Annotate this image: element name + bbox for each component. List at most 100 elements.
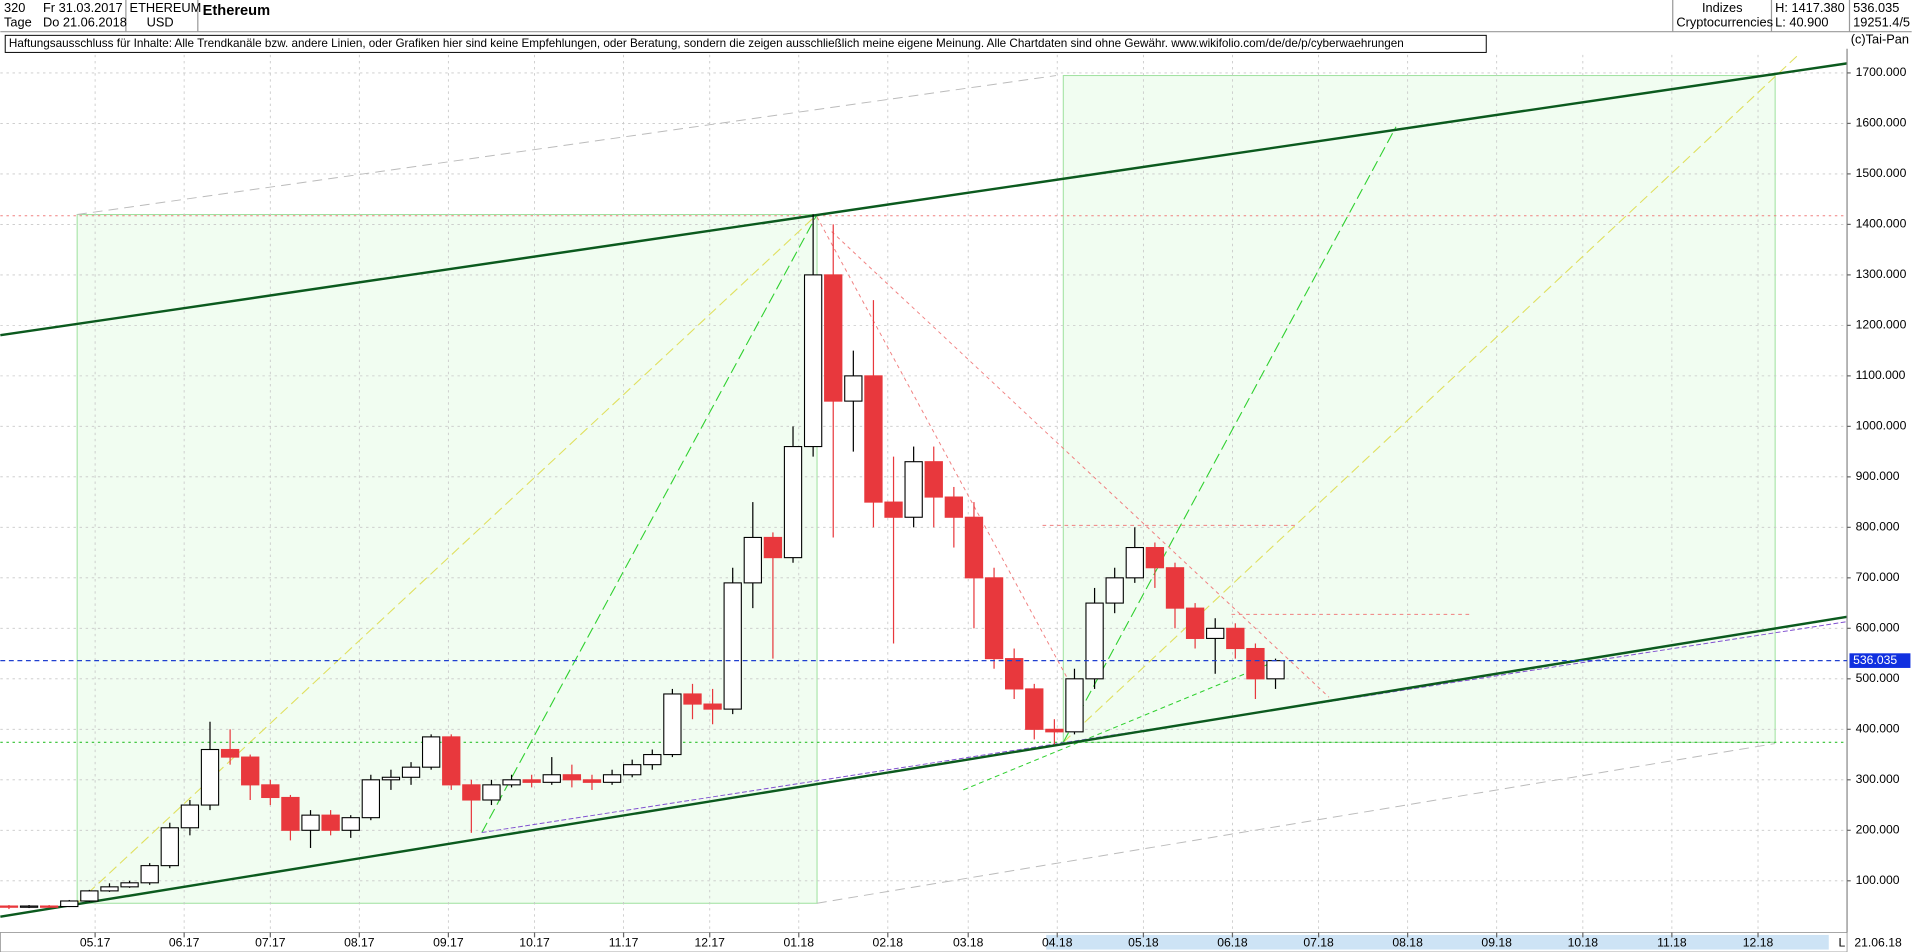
candle-body [582,779,602,783]
candle-body [160,827,179,867]
copyright: (c)Tai-Pan [1851,32,1909,47]
candle-body [341,817,360,831]
end-date: Do 21.06.2018 [43,15,127,30]
x-tick-label: 07.18 [1303,936,1334,950]
trend-line [77,75,1057,216]
axis-mode[interactable]: L [1839,936,1846,950]
candle-body [904,461,923,518]
candle-body [1045,728,1064,733]
candle-body [984,577,1004,660]
start-date: Fr 31.03.2017 [43,0,123,15]
y-tick-label: 1300.000 [1856,267,1907,281]
trend-line [816,743,1776,904]
candle-body [924,461,943,498]
candle-body [301,814,320,831]
candle-body [442,736,461,786]
candle-body [944,496,964,518]
high: H: 1417.380 [1775,0,1845,15]
code: 19251.4/5 [1853,15,1910,30]
candle-body [683,693,702,705]
x-tick-label: 02.18 [873,936,904,950]
candle-body [140,865,159,884]
y-tick-label: 1200.000 [1856,318,1907,332]
candle-body [643,754,662,766]
x-tick-label: 12.18 [1743,936,1774,950]
trend-lines [0,54,1848,918]
candle-body [884,501,903,518]
candle-body [803,274,823,448]
y-tick-label: 100.000 [1856,873,1900,887]
y-tick-label: 1000.000 [1856,419,1907,433]
candle-body [1105,577,1124,604]
candle-body [1185,607,1205,639]
trend-line [816,216,1074,689]
x-tick-label: 10.17 [519,936,550,950]
candle-body [381,776,401,781]
trend-line [76,214,818,904]
unit[interactable]: Tage [4,15,32,30]
candle-body [864,375,883,503]
period[interactable]: 320 [4,0,25,15]
candle-body [1266,660,1285,680]
candle-body [1145,546,1165,569]
candle-body [180,804,200,829]
instrument-name: Ethereum [203,3,270,19]
y-tick-label: 800.000 [1856,520,1900,534]
candle-body [281,796,300,831]
trend-line [1062,54,1799,743]
disclaimer-box [4,34,1487,53]
axes: 100.000 200.000 300.000 400.000 500.000 600.0… [0,65,1911,950]
candle-body [19,905,39,908]
candle-body [743,536,762,584]
candle-body [1125,546,1144,579]
candle-body [1025,688,1044,730]
x-tick-label: 08.18 [1392,936,1423,950]
candle-body [1206,627,1225,639]
y-tick-label: 900.000 [1856,469,1900,483]
y-tick-label: 700.000 [1856,570,1900,584]
candle-body [824,274,843,402]
y-tick-label: 1600.000 [1856,116,1907,130]
x-tick-label: 07.17 [255,936,286,950]
last: 536.035 [1853,0,1899,15]
channel-line [0,62,1848,337]
x-tick-label: 03.18 [953,936,984,950]
x-tick-label: 01.18 [784,936,815,950]
currency: USD [147,15,174,30]
x-tick-label: 06.18 [1217,936,1248,950]
disclaimer: Haftungsausschluss für Inhalte: Alle Tre… [9,37,1404,50]
trend-line [481,214,818,833]
y-tick-label: 400.000 [1856,722,1900,736]
y-tick-label: 1500.000 [1856,166,1907,180]
range-selection[interactable] [1046,934,1829,950]
candle-body [542,774,561,783]
x-tick-label: 08.17 [344,936,375,950]
candle-body [220,748,240,758]
last-price-box [1849,653,1911,668]
candle-body [964,516,984,579]
y-tick-label: 500.000 [1856,671,1900,685]
channel-line [0,615,1848,918]
candle-body [482,784,501,801]
x-tick-label: 04.18 [1042,936,1073,950]
y-tick-label: 600.000 [1856,621,1900,635]
header: 320 Fr 31.03.2017 Tage Do 21.06.2018 ETH… [0,0,1912,53]
x-tick-label: 05.17 [80,936,111,950]
candle-body [401,766,421,778]
candle-body [844,375,863,402]
candle-body [663,693,682,756]
x-tick-label: 12.17 [694,936,725,950]
symbol: ETHEREUM [130,0,202,15]
y-tick-label: 1400.000 [1856,217,1907,231]
candle-body [783,446,803,559]
candle-body [80,890,99,902]
candle-body [40,905,59,908]
candle-body [1246,647,1265,680]
trend-line [1062,126,1397,743]
y-tick-label: 200.000 [1856,823,1900,837]
x-tick-label: 09.18 [1481,936,1512,950]
candle-body [321,814,340,831]
low: L: 40.900 [1775,15,1828,30]
candle-body [60,900,79,908]
